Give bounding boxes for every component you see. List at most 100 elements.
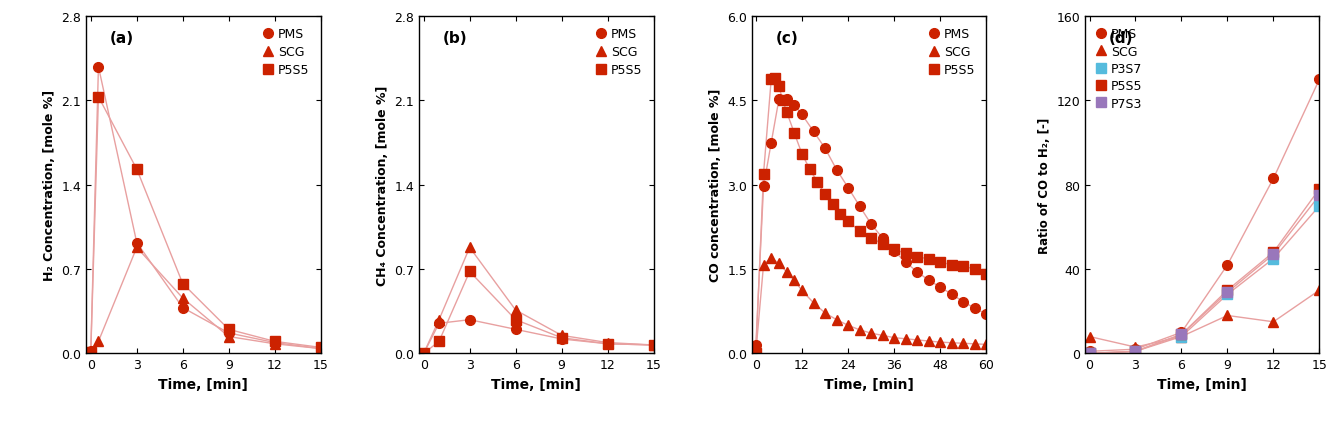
PMS xyxy=(431,321,447,326)
Line: PMS: PMS xyxy=(751,95,992,350)
Legend: PMS, SCG, P5S5: PMS, SCG, P5S5 xyxy=(591,23,647,82)
PMS xyxy=(910,270,926,275)
P5S5 xyxy=(1311,187,1326,192)
PMS xyxy=(875,236,891,241)
Legend: PMS, SCG, P5S5: PMS, SCG, P5S5 xyxy=(924,23,980,82)
SCG xyxy=(817,311,833,316)
P5S5 xyxy=(764,77,780,82)
SCG xyxy=(431,317,447,322)
PMS xyxy=(794,112,810,118)
SCG xyxy=(646,343,662,348)
P3S7 xyxy=(1082,351,1098,356)
P5S5 xyxy=(817,192,833,197)
Line: P7S3: P7S3 xyxy=(1085,191,1325,358)
Line: SCG: SCG xyxy=(1085,285,1325,352)
PMS xyxy=(461,317,477,322)
SCG xyxy=(175,296,191,301)
PMS xyxy=(920,278,936,283)
P5S5 xyxy=(313,345,329,350)
P5S5 xyxy=(90,95,106,100)
SCG xyxy=(932,340,948,345)
SCG xyxy=(220,334,236,339)
SCG xyxy=(778,270,794,275)
Y-axis label: CH₄ Concentration, [mole %]: CH₄ Concentration, [mole %] xyxy=(375,85,389,285)
SCG xyxy=(944,340,960,345)
P5S5 xyxy=(967,267,983,272)
P7S3 xyxy=(1082,351,1098,356)
SCG xyxy=(461,245,477,250)
SCG xyxy=(82,348,98,354)
PMS xyxy=(756,184,772,190)
PMS xyxy=(1220,263,1236,268)
P3S7 xyxy=(1265,256,1281,262)
Line: PMS: PMS xyxy=(1085,75,1325,356)
SCG xyxy=(313,346,329,351)
X-axis label: Time, [min]: Time, [min] xyxy=(1158,377,1246,391)
P5S5 xyxy=(175,281,191,286)
SCG xyxy=(956,341,972,346)
PMS xyxy=(1127,347,1143,352)
Text: (a): (a) xyxy=(110,31,134,46)
Line: P5S5: P5S5 xyxy=(419,267,659,358)
P5S5 xyxy=(770,85,786,90)
PMS xyxy=(1311,78,1326,83)
SCG xyxy=(554,333,570,338)
P5S5 xyxy=(841,219,857,225)
SCG xyxy=(863,331,879,336)
SCG xyxy=(599,340,615,345)
P5S5 xyxy=(416,351,432,356)
PMS xyxy=(851,204,867,209)
Text: (b): (b) xyxy=(443,31,467,46)
PMS xyxy=(599,341,615,346)
P5S5 xyxy=(129,167,145,172)
PMS xyxy=(956,299,972,305)
Legend: PMS, SCG, P3S7, P5S5, P7S3: PMS, SCG, P3S7, P5S5, P7S3 xyxy=(1091,23,1148,115)
Line: P5S5: P5S5 xyxy=(86,93,325,357)
Line: P3S7: P3S7 xyxy=(1085,201,1325,358)
P5S5 xyxy=(863,236,879,241)
P5S5 xyxy=(1174,332,1189,337)
PMS xyxy=(979,312,994,317)
PMS xyxy=(863,222,879,227)
P5S5 xyxy=(756,172,772,177)
P5S5 xyxy=(825,202,841,207)
P5S5 xyxy=(809,180,825,185)
P5S5 xyxy=(748,351,764,356)
P5S5 xyxy=(768,76,784,81)
SCG xyxy=(786,278,802,283)
P5S5 xyxy=(851,229,867,234)
P3S7 xyxy=(1127,349,1143,354)
SCG xyxy=(129,245,145,250)
SCG xyxy=(764,256,780,261)
P7S3 xyxy=(1174,332,1189,337)
PMS xyxy=(129,240,145,245)
Line: SCG: SCG xyxy=(86,243,325,356)
Y-axis label: Ratio of CO to H₂, [-]: Ratio of CO to H₂, [-] xyxy=(1038,117,1050,253)
PMS xyxy=(748,343,764,348)
Y-axis label: H₂ Concentration, [mole %]: H₂ Concentration, [mole %] xyxy=(42,90,56,281)
Line: P5S5: P5S5 xyxy=(1085,184,1325,358)
P5S5 xyxy=(875,242,891,247)
PMS xyxy=(508,327,524,332)
SCG xyxy=(508,308,524,313)
SCG xyxy=(1265,320,1281,325)
P5S5 xyxy=(554,335,570,340)
P5S5 xyxy=(920,257,936,262)
SCG xyxy=(1082,334,1098,339)
P5S5 xyxy=(1265,250,1281,255)
SCG xyxy=(416,351,432,356)
PMS xyxy=(175,305,191,311)
PMS xyxy=(1174,330,1189,335)
SCG xyxy=(898,337,914,342)
Y-axis label: CO concentration, [mole %]: CO concentration, [mole %] xyxy=(708,89,721,282)
P3S7 xyxy=(1174,334,1189,339)
P5S5 xyxy=(898,251,914,256)
P5S5 xyxy=(802,167,818,172)
PMS xyxy=(90,65,106,70)
PMS xyxy=(416,351,432,356)
PMS xyxy=(220,331,236,336)
SCG xyxy=(90,339,106,344)
P5S5 xyxy=(944,262,960,268)
Line: PMS: PMS xyxy=(419,315,659,358)
P5S5 xyxy=(646,343,662,348)
